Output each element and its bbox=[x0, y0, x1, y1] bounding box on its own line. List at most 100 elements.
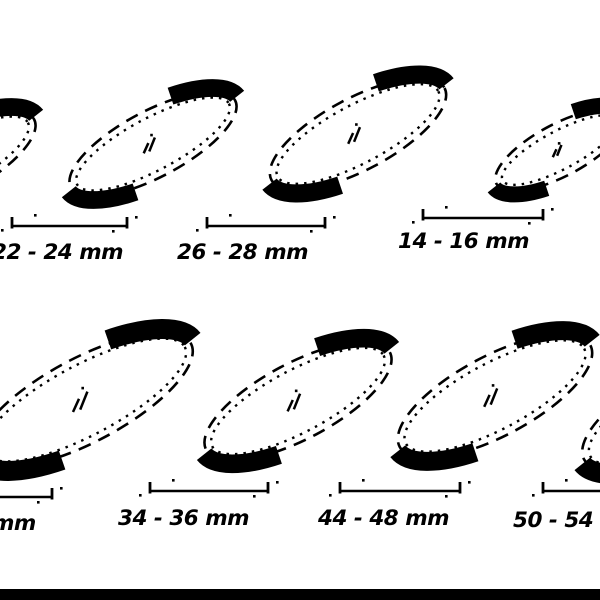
size-label: 14 - 16 mm bbox=[398, 229, 529, 254]
center-mark bbox=[142, 133, 157, 154]
band-pad-top bbox=[373, 65, 454, 92]
ring-hatching bbox=[275, 82, 441, 186]
band-pad-bottom bbox=[0, 450, 66, 481]
ring-hatching bbox=[209, 346, 387, 456]
ring-outline bbox=[396, 332, 594, 460]
size-label: 50 - 54 mm bbox=[513, 508, 600, 533]
center-mark bbox=[347, 123, 362, 145]
ring-outline bbox=[493, 107, 600, 193]
center-mark-stroke bbox=[483, 394, 491, 408]
ring-outline bbox=[68, 90, 238, 198]
ruler-speck bbox=[60, 487, 63, 490]
ruler-speck bbox=[37, 501, 40, 504]
measurement-ruler bbox=[532, 479, 600, 497]
ruler-speck bbox=[253, 495, 256, 498]
center-mark-stroke bbox=[142, 142, 150, 154]
ruler-speck bbox=[172, 479, 175, 482]
ring-hatching bbox=[0, 115, 31, 211]
size-label: 26 - 28 mm bbox=[177, 240, 308, 265]
center-mark-dot bbox=[491, 384, 495, 387]
ruler-speck bbox=[1, 229, 4, 232]
ruler-speck bbox=[532, 494, 535, 497]
size-unit-26-28: 26 - 28 mm bbox=[177, 65, 454, 265]
center-mark-dot bbox=[355, 123, 358, 126]
band-pad-top bbox=[570, 97, 600, 120]
ring-hatching bbox=[0, 337, 188, 463]
measurement-ruler bbox=[139, 479, 279, 498]
bottom-bar bbox=[0, 589, 600, 600]
ruler-speck bbox=[276, 481, 279, 484]
size-unit-44-48: 44 - 48 mm bbox=[317, 321, 600, 531]
ring-outline bbox=[0, 331, 195, 469]
ruler-speck bbox=[112, 230, 115, 233]
center-mark-stroke bbox=[551, 148, 558, 158]
center-mark-dot bbox=[294, 389, 298, 393]
center-mark-stroke bbox=[555, 144, 563, 157]
band-pad-top bbox=[104, 319, 201, 350]
center-mark-stroke bbox=[347, 132, 355, 145]
ruler-speck bbox=[34, 214, 37, 217]
ruler-speck bbox=[135, 216, 138, 219]
band-pad-top bbox=[0, 98, 44, 122]
band-pad-top bbox=[314, 328, 400, 356]
ring-hatching bbox=[403, 339, 587, 453]
center-mark-stroke bbox=[352, 126, 362, 143]
band-pad-bottom bbox=[390, 443, 479, 471]
band-pad-bottom bbox=[487, 180, 550, 203]
center-mark bbox=[286, 389, 302, 412]
band-pad-bottom bbox=[574, 456, 600, 484]
band-pad-bottom bbox=[196, 446, 282, 474]
size-unit-34-36: 34 - 36 mm bbox=[118, 328, 400, 531]
ruler-speck bbox=[551, 208, 554, 211]
center-mark-stroke bbox=[286, 399, 294, 412]
ruler-speck bbox=[310, 230, 313, 233]
center-mark bbox=[483, 384, 499, 408]
size-unit-cut-bottom-left: mm bbox=[0, 319, 201, 536]
ruler-speck bbox=[445, 206, 448, 209]
measurement-ruler bbox=[0, 487, 63, 504]
center-mark-dot bbox=[557, 142, 561, 145]
ring-outline bbox=[580, 334, 600, 472]
ruler-speck bbox=[565, 479, 568, 482]
measurement-ruler bbox=[196, 214, 336, 233]
ring-hatching bbox=[500, 113, 600, 187]
ruler-speck bbox=[139, 494, 142, 497]
center-mark bbox=[71, 386, 89, 413]
ring-hatching bbox=[587, 340, 600, 466]
ring-outline bbox=[0, 109, 37, 217]
ruler-speck bbox=[229, 214, 232, 217]
center-mark-stroke bbox=[71, 398, 81, 413]
size-unit-50-54: 50 - 54 mm bbox=[513, 334, 600, 533]
center-mark bbox=[551, 142, 563, 158]
center-mark-stroke bbox=[148, 137, 157, 152]
band-pad-bottom bbox=[61, 183, 139, 209]
size-label: 22 - 24 mm bbox=[0, 240, 123, 265]
ruler-speck bbox=[445, 495, 448, 498]
center-mark-stroke bbox=[292, 393, 302, 410]
ring-outline bbox=[268, 76, 448, 192]
size-unit-14-16: 14 - 16 mm bbox=[398, 97, 600, 254]
band-pad-top bbox=[167, 79, 245, 105]
measurement-ruler bbox=[1, 214, 138, 233]
ruler-speck bbox=[528, 222, 531, 225]
ruler-speck bbox=[412, 221, 415, 224]
measurement-ruler bbox=[412, 206, 554, 225]
ruler-speck bbox=[468, 481, 471, 484]
size-unit-cut-top-left bbox=[0, 98, 44, 217]
size-unit-22-24: 22 - 24 mm bbox=[0, 79, 245, 265]
ruler-speck bbox=[196, 229, 199, 232]
ruler-speck bbox=[333, 216, 336, 219]
center-mark-dot bbox=[81, 386, 84, 390]
measurement-ruler bbox=[329, 479, 471, 498]
ring-hatching bbox=[74, 96, 232, 192]
band-pad-top bbox=[511, 321, 600, 349]
center-mark-dot bbox=[150, 133, 153, 137]
size-label: 44 - 48 mm bbox=[317, 506, 449, 531]
center-mark-stroke bbox=[489, 387, 499, 406]
size-label: 34 - 36 mm bbox=[118, 506, 249, 531]
center-mark-stroke bbox=[79, 391, 89, 411]
size-label: mm bbox=[0, 511, 36, 536]
ring-outline bbox=[203, 340, 393, 462]
